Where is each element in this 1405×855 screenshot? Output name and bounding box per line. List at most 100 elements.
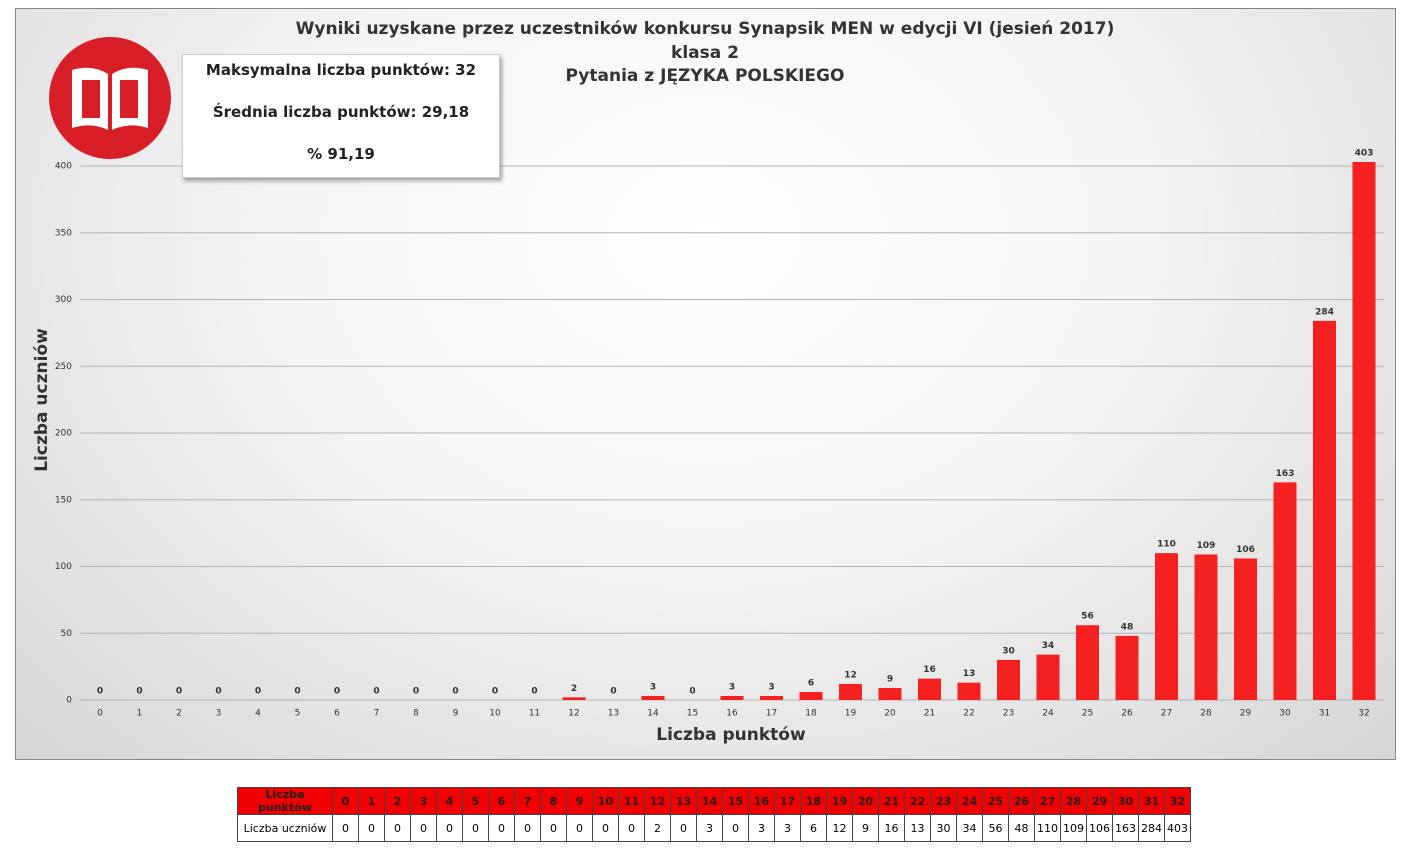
data-label: 0 [492,687,498,697]
table-header-cell: 28 [1060,787,1087,815]
table-header-cell: 4 [436,787,463,815]
data-label: 2 [571,684,577,694]
y-tick-label: 200 [55,429,72,439]
table-value-cell: 0 [462,814,489,842]
data-label: 3 [729,682,735,692]
x-tick-label: 19 [845,709,857,719]
data-label: 13 [963,669,976,679]
info-max: Maksymalna liczba punktów: 32 [205,61,477,79]
table-header-cell: 29 [1086,787,1113,815]
bar [1352,161,1376,700]
table-value-cell: 3 [774,814,801,842]
x-tick-label: 32 [1358,709,1369,719]
x-tick-label: 15 [687,709,698,719]
data-label: 9 [887,674,893,684]
bar [720,695,744,700]
data-label: 0 [97,687,103,697]
table-header-cell: 17 [774,787,801,815]
table-header-cell: 3 [410,787,437,815]
bar [760,695,783,700]
table-value-cell: 110 [1034,814,1061,842]
data-label: 0 [413,687,419,697]
x-tick-label: 25 [1082,709,1093,719]
chart-subtitle: klasa 2 [671,43,739,63]
x-tick-label: 22 [963,709,974,719]
table-header-cell: 26 [1008,787,1035,815]
data-table: Liczba punktów 0 1 2 3 4 5 6 7 8 9 10 11 12 13 14 15 16 17… [237,787,1191,842]
table-header-cell: 23 [930,787,957,815]
x-tick-label: 30 [1279,709,1291,719]
bar [1313,320,1336,700]
chart-subtitle: Pytania z JĘZYKA POLSKIEGO [566,66,845,86]
table-value-cell: 0 [436,814,463,842]
table-value-cell: 3 [696,814,723,842]
x-tick-label: 11 [529,709,540,719]
bar [1076,625,1099,700]
table-header-cell: 27 [1034,787,1061,815]
x-tick-label: 16 [726,709,738,719]
x-tick-label: 21 [924,709,935,719]
table-value-cell: 3 [748,814,775,842]
data-label: 403 [1355,148,1374,158]
x-tick-label: 3 [216,709,222,719]
table-header-cell: 19 [826,787,853,815]
data-label: 0 [294,687,300,697]
x-tick-label: 13 [608,709,619,719]
bar [562,697,586,700]
table-value-cell: 0 [410,814,437,842]
table-header-cell: 14 [696,787,723,815]
data-label: 0 [176,687,182,697]
info-avg: Średnia liczba punktów: 29,18 [212,103,470,121]
x-axis-title: Liczba punktów [656,725,806,745]
bar [799,691,823,700]
table-value-cell: 0 [592,814,619,842]
x-tick-label: 8 [413,709,419,719]
bar [1194,554,1218,700]
table-header-cell: 25 [982,787,1009,815]
y-tick-label: 300 [55,295,72,305]
table-value-cell: 0 [670,814,697,842]
table-value-cell: 48 [1008,814,1035,842]
data-label: 284 [1315,307,1334,317]
table-header-cell: 1 [358,787,385,815]
table-header-cell: 2 [384,787,411,815]
data-label: 3 [768,682,774,692]
info-box: Maksymalna liczba punktów: 32 Średnia li… [182,54,500,178]
data-label: 163 [1276,469,1295,479]
table-value-cell: 12 [826,814,853,842]
table-header-cell: 6 [488,787,515,815]
data-label: 16 [923,665,936,675]
data-label: 0 [255,687,261,697]
bar [1273,482,1297,700]
table-value-cell: 109 [1060,814,1087,842]
table-row-label: Liczba punktów [237,787,333,815]
info-percent: % 91,19 [307,145,375,163]
table-value-cell: 0 [488,814,515,842]
table-value-cell: 0 [384,814,411,842]
y-tick-label: 100 [55,562,72,572]
table-value-cell: 0 [514,814,541,842]
data-label: 6 [808,678,814,688]
bar [641,695,665,700]
x-tick-label: 14 [647,709,659,719]
x-tick-label: 20 [884,709,896,719]
data-label: 109 [1197,541,1216,551]
table-header-cell: 8 [540,787,567,815]
table-value-cell: 106 [1086,814,1113,842]
table-header-cell: 30 [1112,787,1139,815]
x-tick-label: 0 [97,709,103,719]
data-label: 0 [373,687,379,697]
table-value-cell: 9 [852,814,879,842]
x-tick-label: 5 [295,709,301,719]
table-value-cell: 0 [722,814,749,842]
data-label: 0 [531,687,537,697]
data-label: 106 [1236,545,1255,555]
x-tick-label: 28 [1200,709,1212,719]
data-label: 0 [215,687,221,697]
logo [49,37,171,159]
table-value-cell: 2 [644,814,671,842]
table-header-row: Liczba punktów 0 1 2 3 4 5 6 7 8 9 10 11 12 13 14 15 16 17… [237,787,1191,815]
bar [997,659,1020,700]
table-header-cell: 18 [800,787,827,815]
